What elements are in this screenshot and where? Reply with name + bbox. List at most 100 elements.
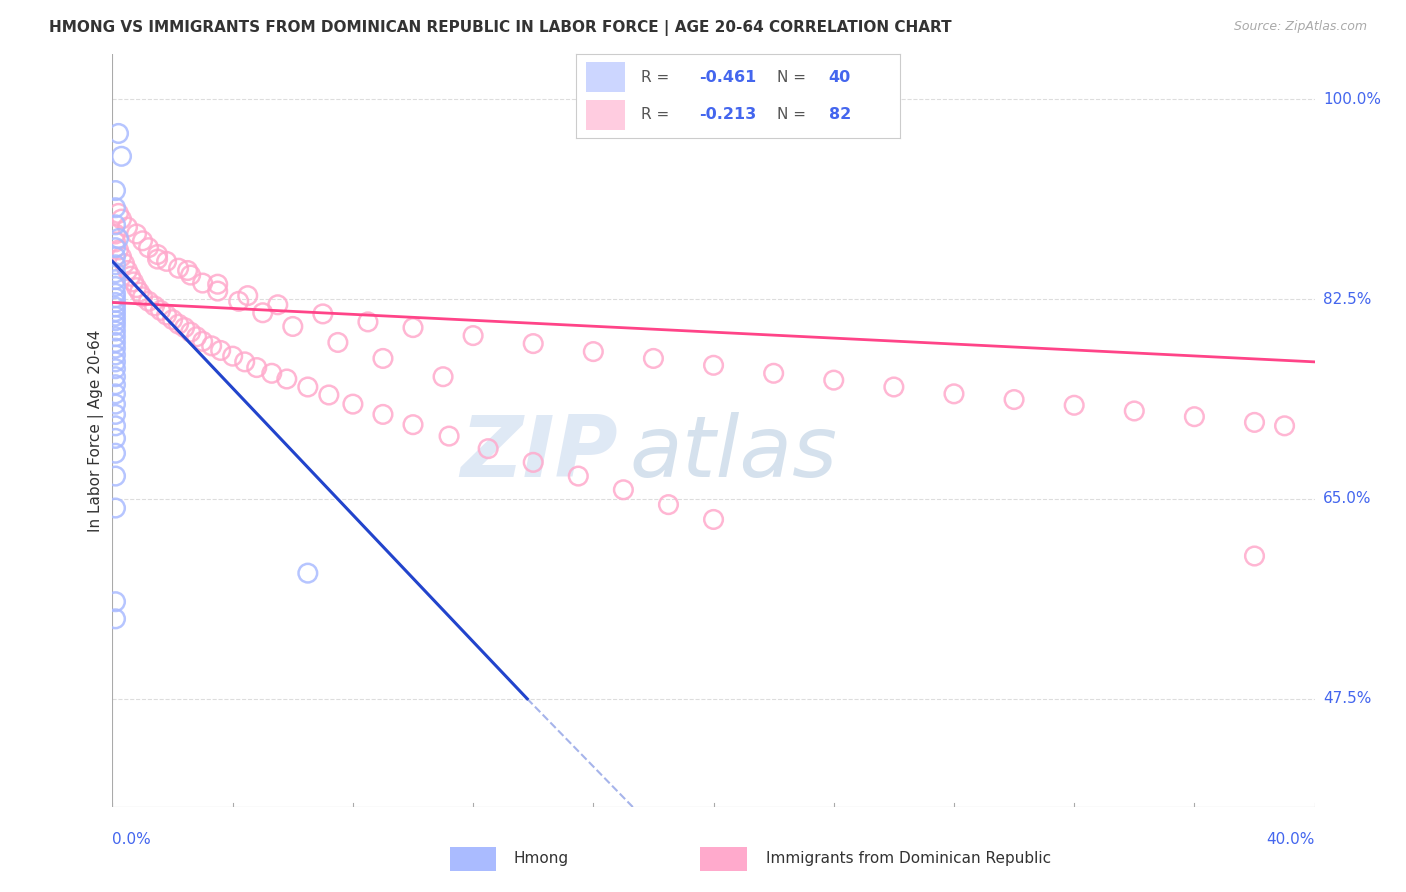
Point (110, 250, 132, 264)
Text: R =: R = (641, 70, 669, 85)
Point (104, 369, 127, 384)
Point (138, 241, 160, 255)
Text: HMONG VS IMMIGRANTS FROM DOMINICAN REPUBLIC IN LABOR FORCE | AGE 20-64 CORRELATI: HMONG VS IMMIGRANTS FROM DOMINICAN REPUB… (49, 20, 952, 36)
Point (104, 279, 127, 293)
Point (312, 307, 335, 321)
Point (104, 446, 127, 460)
Y-axis label: In Labor Force | Age 20-64: In Labor Force | Age 20-64 (89, 329, 104, 532)
Point (104, 377, 127, 392)
Point (104, 218, 127, 232)
Point (1002, 392, 1025, 407)
Point (104, 273, 127, 287)
Point (104, 250, 127, 264)
Point (104, 387, 127, 401)
Point (104, 595, 127, 609)
Point (432, 369, 454, 384)
Point (762, 366, 785, 380)
Point (186, 330, 208, 344)
Point (207, 277, 229, 292)
Point (104, 309, 127, 323)
Point (276, 372, 298, 386)
Point (155, 308, 177, 322)
Point (104, 241, 127, 255)
Point (104, 431, 127, 445)
Point (326, 335, 349, 350)
Text: -0.213: -0.213 (699, 107, 756, 122)
Point (173, 320, 195, 334)
Point (146, 247, 169, 261)
Point (823, 373, 845, 387)
Point (702, 512, 725, 526)
Text: 100.0%: 100.0% (1323, 92, 1381, 107)
Point (612, 483, 634, 497)
Point (260, 366, 283, 380)
Bar (586, 100, 624, 130)
Point (104, 227, 127, 241)
Point (104, 304, 127, 318)
Point (297, 566, 319, 581)
Point (104, 291, 127, 305)
Point (267, 298, 290, 312)
Text: 82.5%: 82.5% (1323, 292, 1371, 307)
Point (104, 314, 127, 328)
Point (104, 266, 127, 280)
Point (402, 320, 425, 334)
Point (125, 280, 148, 294)
Point (104, 286, 127, 301)
Point (104, 335, 127, 350)
Point (107, 231, 129, 245)
Point (104, 201, 127, 215)
Point (128, 285, 150, 300)
Text: Hmong: Hmong (513, 851, 568, 865)
Point (104, 318, 127, 333)
Point (1274, 418, 1296, 433)
Point (342, 397, 364, 411)
Point (180, 268, 202, 282)
Point (522, 336, 544, 351)
Point (167, 261, 190, 276)
Point (146, 252, 169, 266)
Point (122, 275, 145, 289)
Point (209, 343, 232, 358)
Text: -0.461: -0.461 (699, 70, 756, 85)
Point (191, 334, 214, 349)
Point (149, 303, 172, 318)
Point (1123, 404, 1146, 418)
Point (107, 206, 129, 220)
Text: R =: R = (641, 107, 669, 122)
Text: atlas: atlas (630, 411, 838, 494)
Bar (586, 62, 624, 92)
Point (131, 290, 153, 304)
Point (104, 235, 127, 249)
Point (167, 317, 190, 331)
Text: 65.0%: 65.0% (1323, 491, 1371, 507)
Text: 0.0%: 0.0% (112, 832, 152, 847)
Point (883, 380, 905, 394)
Point (176, 263, 198, 277)
Point (318, 388, 340, 402)
Point (104, 397, 127, 411)
Point (104, 361, 127, 376)
Point (201, 339, 224, 353)
Point (281, 319, 304, 334)
Point (371, 408, 394, 422)
Point (104, 612, 127, 626)
Point (162, 312, 184, 326)
Point (236, 288, 259, 302)
Point (437, 429, 460, 443)
Point (702, 359, 725, 373)
Text: 40: 40 (828, 70, 851, 85)
Point (477, 442, 499, 456)
Point (461, 328, 484, 343)
Point (207, 284, 229, 298)
Point (180, 325, 202, 339)
Point (297, 380, 319, 394)
Point (114, 257, 136, 271)
Point (1243, 416, 1265, 430)
Point (117, 263, 139, 277)
Point (1184, 409, 1206, 424)
Point (104, 324, 127, 338)
Point (131, 234, 153, 248)
Text: N =: N = (778, 70, 806, 85)
Point (942, 387, 965, 401)
